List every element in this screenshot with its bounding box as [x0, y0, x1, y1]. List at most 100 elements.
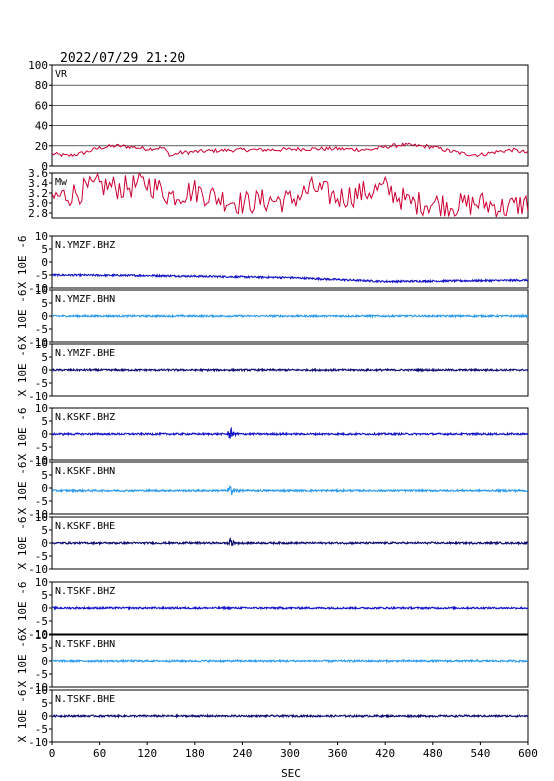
y-axis-label: X 10E -6	[16, 462, 29, 515]
y-axis-label: X 10E -6	[16, 236, 29, 289]
y-tick-label: -10	[28, 736, 48, 749]
y-tick-label: 10	[35, 511, 48, 524]
panel-label: N.TSKF.BHN	[55, 639, 115, 650]
waveform-line	[52, 484, 528, 496]
y-tick-label: -5	[35, 615, 48, 628]
y-axis-label: X 10E -6	[16, 290, 29, 343]
x-tick-label: 300	[280, 747, 300, 760]
y-tick-label: 60	[35, 99, 48, 112]
y-tick-label: 0	[41, 710, 48, 723]
y-tick-label: 0	[41, 537, 48, 550]
y-tick-label: 5	[41, 524, 48, 537]
waveform-line	[52, 367, 528, 373]
panel-label: N.TSKF.BHZ	[55, 586, 115, 597]
y-tick-label: 5	[41, 351, 48, 364]
y-tick-label: -5	[35, 269, 48, 282]
x-tick-label: 480	[423, 747, 443, 760]
y-tick-label: 3.0	[28, 197, 48, 210]
x-tick-label: 180	[185, 747, 205, 760]
y-tick-label: 0	[41, 482, 48, 495]
waveform-line	[52, 313, 528, 319]
x-tick-label: 360	[328, 747, 348, 760]
header-timestamp: 2022/07/29 21:20	[60, 51, 185, 66]
y-tick-label: -5	[35, 323, 48, 336]
y-tick-label: -10	[28, 681, 48, 694]
x-tick-label: 120	[137, 747, 157, 760]
y-tick-label: -10	[28, 390, 48, 403]
y-tick-label: -10	[28, 282, 48, 295]
y-tick-label: 10	[35, 338, 48, 351]
y-tick-label: 0	[41, 602, 48, 615]
y-tick-label: 0	[41, 160, 48, 173]
waveform-line	[52, 272, 528, 284]
waveform-line	[52, 605, 528, 611]
waveform-line	[52, 426, 528, 439]
y-axis-label: X 10E -6	[16, 344, 29, 397]
y-tick-label: -5	[35, 550, 48, 563]
x-axis-label: SEC	[281, 767, 301, 780]
y-tick-label: -5	[35, 723, 48, 736]
y-tick-label: -5	[35, 495, 48, 508]
y-tick-label: 3.6	[28, 167, 48, 180]
y-tick-label: 20	[35, 140, 48, 153]
y-tick-label: 0	[41, 364, 48, 377]
y-tick-label: 2.8	[28, 207, 48, 220]
y-tick-label: 5	[41, 415, 48, 428]
y-tick-label: 40	[35, 120, 48, 133]
y-tick-label: 5	[41, 642, 48, 655]
panel-label: N.YMZF.BHN	[55, 294, 115, 305]
x-tick-label: 0	[49, 747, 56, 760]
y-axis-label: X 10E -6	[16, 408, 29, 461]
y-tick-label: -10	[28, 454, 48, 467]
y-axis-label: X 10E -6	[16, 582, 29, 635]
y-tick-label: 80	[35, 79, 48, 92]
y-tick-label: 10	[35, 576, 48, 589]
y-tick-label: -5	[35, 441, 48, 454]
panel-label: N.KSKF.BHN	[55, 466, 115, 477]
panel-label: N.YMZF.BHZ	[55, 240, 115, 251]
panel-label: N.KSKF.BHE	[55, 521, 115, 532]
y-tick-label: -10	[28, 508, 48, 521]
panel-mw: 2.83.03.23.43.6 Mw	[28, 167, 529, 220]
x-tick-label: 240	[232, 747, 252, 760]
waveform-line	[52, 713, 528, 719]
y-tick-label: 5	[41, 469, 48, 482]
y-tick-label: 5	[41, 697, 48, 710]
panel-label: VR	[55, 69, 68, 80]
x-tick-label: 600	[518, 747, 538, 760]
y-tick-label: 10	[35, 284, 48, 297]
y-axis-label: X 10E -6	[16, 517, 29, 570]
y-tick-label: 0	[41, 310, 48, 323]
y-tick-label: 0	[41, 428, 48, 441]
vr-series-line	[52, 142, 528, 158]
panel-vr: 0 20 40 60 80 100 VR	[28, 59, 529, 173]
panel-label: Mw	[55, 177, 68, 188]
y-tick-label: 10	[35, 629, 48, 642]
y-tick-label: -10	[28, 563, 48, 576]
y-tick-label: -5	[35, 377, 48, 390]
x-tick-label: 60	[93, 747, 106, 760]
y-tick-label: 10	[35, 402, 48, 415]
x-axis: 0 60 120 180 240 300 360 420 480 540 600	[49, 742, 538, 760]
x-tick-label: 540	[470, 747, 490, 760]
panel-frame	[51, 64, 529, 167]
y-tick-label: -5	[35, 668, 48, 681]
y-tick-label: 0	[41, 655, 48, 668]
panel-frame	[51, 461, 529, 515]
waveform-line	[52, 658, 528, 664]
y-tick-label: 5	[41, 589, 48, 602]
y-tick-label: 3.4	[28, 177, 48, 190]
y-tick-label: 10	[35, 456, 48, 469]
y-tick-label: 0	[41, 256, 48, 269]
panel-frame	[51, 172, 529, 219]
